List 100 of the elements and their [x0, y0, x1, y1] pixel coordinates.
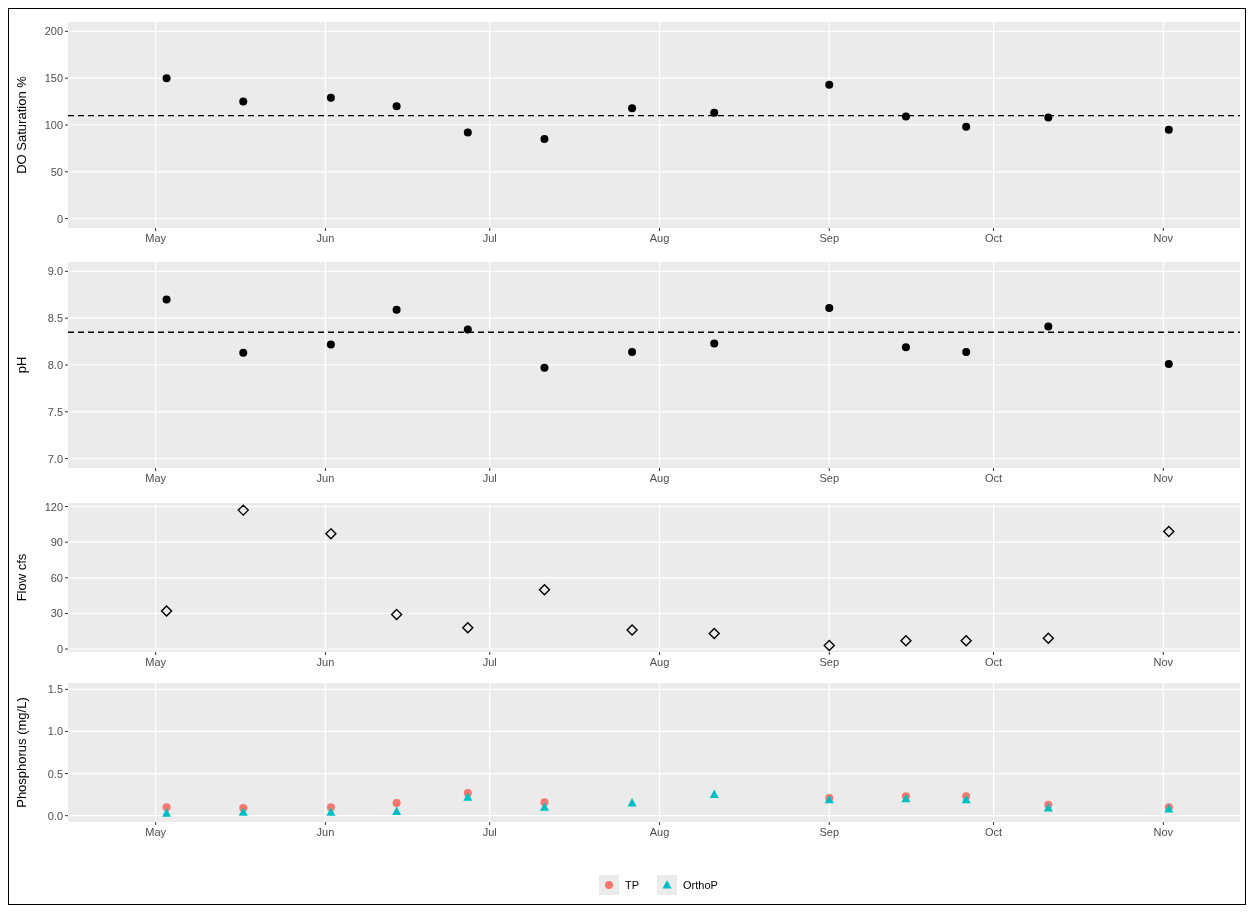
- point: [708, 627, 720, 640]
- point: [326, 93, 335, 102]
- point: [160, 605, 173, 617]
- point: [825, 303, 834, 312]
- point: [1163, 525, 1175, 538]
- point: [162, 74, 171, 83]
- point: [626, 624, 638, 636]
- point: [825, 80, 834, 89]
- point: [1044, 322, 1053, 331]
- x-tick-label: Oct: [984, 656, 1003, 668]
- x-tick-label: Jul: [482, 232, 497, 244]
- x-tick-label: Oct: [984, 826, 1003, 838]
- y-tick-label: 120: [44, 500, 63, 513]
- point: [710, 339, 719, 348]
- y-tick-label: 200: [44, 25, 63, 38]
- y-tick-label: 60: [50, 571, 63, 584]
- point: [1042, 632, 1055, 645]
- point: [710, 108, 719, 117]
- point: [162, 295, 171, 304]
- point: [326, 340, 335, 349]
- point: [538, 583, 551, 596]
- x-tick-label: Sep: [819, 232, 840, 244]
- point: [540, 363, 549, 372]
- point: [823, 639, 835, 652]
- point: [392, 799, 401, 808]
- point: [390, 608, 403, 621]
- point: [237, 504, 249, 516]
- x-tick-label: May: [145, 232, 167, 244]
- point: [539, 802, 549, 811]
- x-tick-label: Aug: [649, 656, 670, 668]
- x-tick-label: Sep: [819, 472, 840, 484]
- y-tick-label: 9.0: [47, 265, 63, 278]
- y-axis-title: pH: [14, 356, 29, 374]
- point: [463, 325, 472, 334]
- x-tick-label: Nov: [1153, 656, 1174, 668]
- y-tick-label: 0: [56, 643, 63, 656]
- point: [1164, 360, 1173, 369]
- point: [325, 528, 337, 540]
- x-tick-label: Sep: [819, 826, 840, 838]
- y-tick-label: 7.5: [47, 405, 63, 418]
- x-tick-label: Nov: [1153, 826, 1174, 838]
- point: [462, 621, 474, 634]
- point: [1044, 113, 1053, 122]
- y-axis-title: DO Saturation %: [14, 75, 29, 174]
- point: [900, 635, 912, 647]
- y-tick-label: 100: [44, 119, 63, 131]
- y-axis-title: Flow cfs: [14, 553, 29, 602]
- y-tick-label: 30: [50, 607, 63, 620]
- x-tick-label: Sep: [819, 656, 840, 668]
- point: [463, 792, 473, 801]
- point: [239, 97, 248, 106]
- point: [628, 104, 637, 113]
- x-tick-label: Aug: [649, 826, 670, 838]
- y-axis-title: Phosphorus (mg/L): [14, 697, 29, 808]
- x-tick-label: Aug: [649, 472, 670, 484]
- point: [162, 808, 172, 817]
- x-tick-label: Jul: [482, 826, 497, 838]
- point: [709, 789, 719, 799]
- point: [1164, 125, 1173, 134]
- y-tick-label: 8.0: [47, 359, 63, 371]
- x-tick-label: Nov: [1153, 472, 1174, 484]
- point: [239, 348, 248, 357]
- y-tick-label: 7.0: [47, 452, 63, 465]
- y-tick-label: 8.5: [47, 312, 63, 325]
- y-tick-label: 90: [50, 536, 63, 549]
- y-tick-label: 50: [50, 165, 63, 178]
- point: [627, 798, 637, 807]
- point: [960, 635, 972, 647]
- point: [901, 112, 910, 121]
- x-tick-label: Jun: [316, 656, 335, 668]
- point: [392, 102, 401, 111]
- x-tick-label: Jul: [482, 656, 497, 668]
- point: [901, 343, 910, 352]
- x-tick-label: Nov: [1153, 232, 1174, 244]
- x-tick-label: Jun: [316, 826, 335, 838]
- x-tick-label: May: [145, 472, 167, 484]
- x-tick-label: Jun: [316, 472, 335, 484]
- x-tick-label: Oct: [984, 232, 1003, 244]
- point: [628, 347, 637, 356]
- x-tick-label: Oct: [984, 472, 1003, 484]
- y-tick-label: 150: [44, 72, 63, 85]
- point: [392, 806, 402, 815]
- point: [962, 347, 971, 356]
- point: [463, 128, 472, 137]
- x-tick-label: Aug: [649, 232, 670, 244]
- legend-label: OrthoP: [683, 879, 718, 891]
- legend-label: TP: [625, 879, 640, 891]
- point: [392, 305, 401, 314]
- y-tick-label: 1.0: [47, 725, 63, 738]
- y-tick-label: 1.5: [47, 683, 63, 696]
- x-tick-label: Jun: [316, 232, 335, 244]
- y-tick-label: 0.5: [47, 767, 63, 780]
- x-tick-label: Jul: [482, 472, 497, 484]
- x-tick-label: May: [145, 656, 167, 668]
- y-tick-label: 0: [56, 212, 63, 225]
- point: [326, 807, 336, 816]
- point: [540, 135, 549, 144]
- point: [962, 122, 971, 131]
- y-tick-label: 0.0: [47, 809, 63, 822]
- x-tick-label: May: [145, 826, 167, 838]
